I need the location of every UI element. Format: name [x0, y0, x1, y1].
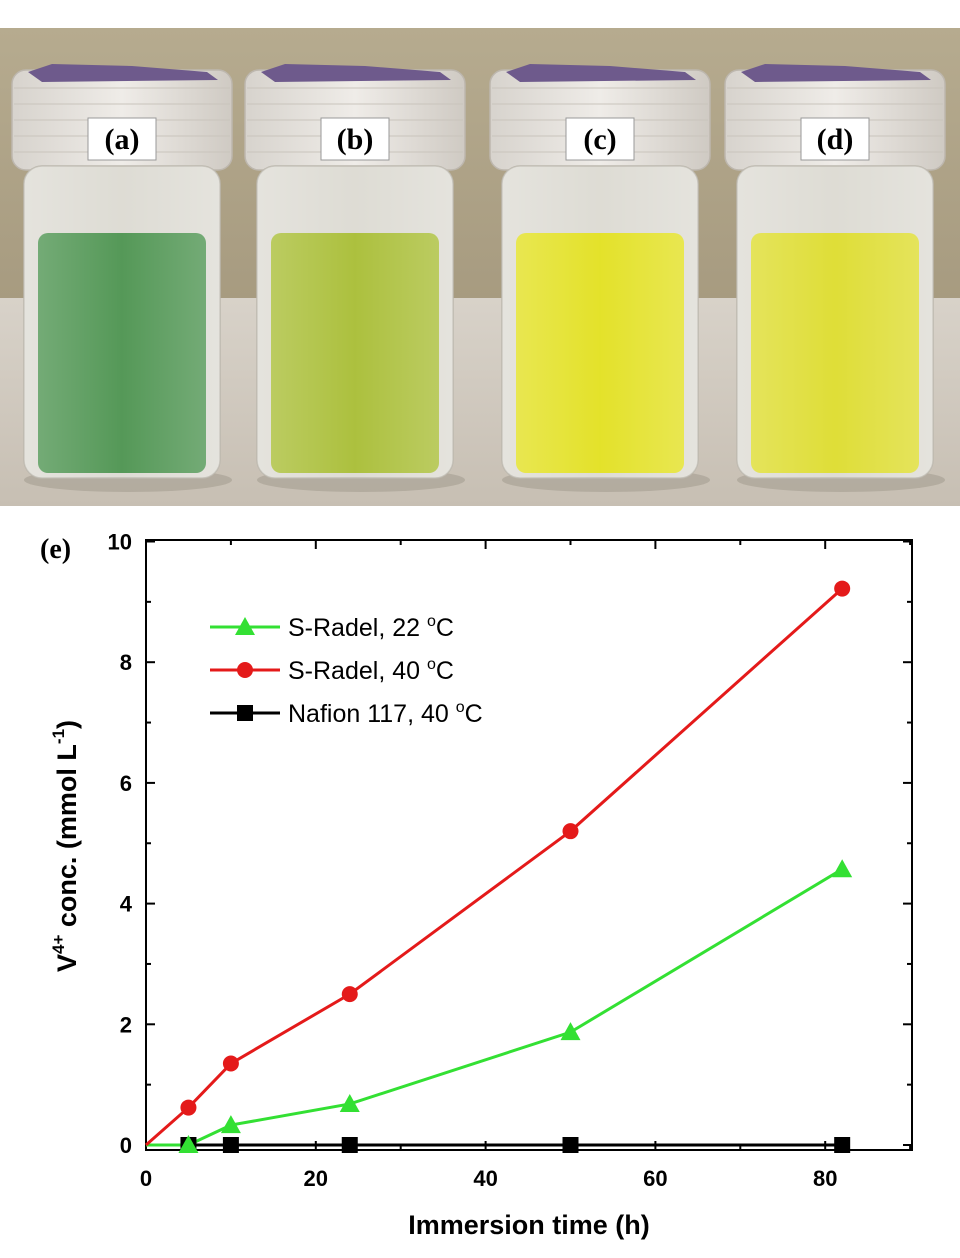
- data-point-circle: [222, 1055, 239, 1072]
- legend-label: S-Radel, 40 oC: [288, 656, 454, 685]
- y-tick-label: 6: [120, 771, 132, 796]
- axis-ticks: 0 20 40 60 80 0 2 4 6 8 10: [108, 530, 912, 1191]
- y-axis-title-sup: 4+: [49, 935, 68, 954]
- vial-label: (c): [583, 123, 616, 156]
- series-line: [145, 587, 844, 1147]
- y-tick-label: 0: [120, 1133, 132, 1158]
- plot-frame: [145, 539, 913, 1151]
- vials-photo: (a) (b) (c) (d): [0, 28, 960, 506]
- data-point-circle: [341, 986, 358, 1003]
- vial-seal: [28, 64, 218, 82]
- series-line: [146, 867, 843, 1147]
- y-axis-title-sup2: -1: [49, 729, 68, 744]
- data-point-triangle: [832, 859, 853, 878]
- x-tick-label: 40: [473, 1166, 497, 1191]
- legend-label: S-Radel, 22 oC: [288, 613, 454, 642]
- data-point-square: [341, 1137, 358, 1153]
- vial-label-box: [565, 117, 635, 161]
- vial-seal: [261, 64, 451, 82]
- legend-entry: S-Radel, 40 oC: [210, 656, 454, 685]
- vial-glare: [502, 166, 698, 478]
- vial-label-box: [320, 117, 390, 161]
- vial-glare: [257, 166, 453, 478]
- x-tick-label: 60: [643, 1166, 667, 1191]
- vial-label: (a): [105, 123, 140, 156]
- y-tick-label: 8: [120, 650, 132, 675]
- data-point-triangle: [220, 1115, 241, 1134]
- vial: (c): [489, 64, 711, 492]
- data-point-circle: [237, 662, 253, 678]
- data-point-square: [222, 1137, 239, 1153]
- data-point-square: [237, 705, 253, 721]
- legend-label: Nafion 117, 40 oC: [288, 699, 483, 728]
- vial-label: (b): [337, 123, 374, 156]
- y-tick-label: 10: [108, 530, 132, 555]
- data-point-triangle: [178, 1135, 199, 1153]
- y-tick-label: 4: [120, 892, 133, 917]
- vial: (a): [11, 64, 233, 492]
- data-point-triangle: [339, 1093, 360, 1112]
- vial-label-box: [800, 117, 870, 161]
- data-point-circle: [834, 580, 851, 597]
- y-axis-title-base: V: [52, 954, 82, 972]
- vial-glare: [737, 166, 933, 478]
- series-markers: [178, 580, 853, 1153]
- x-tick-label: 80: [813, 1166, 837, 1191]
- y-axis-title: V4+ conc. (mmol L-1): [49, 720, 82, 972]
- x-axis-title: Immersion time (h): [408, 1210, 650, 1240]
- data-point-square: [562, 1137, 579, 1153]
- vial-seal: [741, 64, 931, 82]
- vial-label: (d): [817, 123, 854, 156]
- vials-group: (a) (b) (c) (d): [11, 64, 946, 492]
- data-point-square: [834, 1137, 851, 1153]
- x-tick-label: 0: [140, 1166, 152, 1191]
- vial-seal: [506, 64, 696, 82]
- data-point-circle: [180, 1099, 197, 1116]
- vial-label-box: [87, 117, 157, 161]
- vial: (d): [724, 64, 946, 492]
- vial: (b): [244, 64, 466, 492]
- y-axis-title-rest: conc. (mmol L: [52, 744, 82, 935]
- y-axis-title-end: ): [52, 720, 82, 729]
- data-point-triangle: [560, 1022, 581, 1041]
- legend: S-Radel, 22 oC S-Radel, 40 oC Nafion 117, …: [210, 613, 483, 728]
- y-tick-label: 2: [120, 1012, 132, 1037]
- data-point-circle: [562, 823, 579, 840]
- legend-entry: Nafion 117, 40 oC: [210, 699, 483, 728]
- panel-label: (e): [40, 534, 71, 565]
- vial-glare: [24, 166, 220, 478]
- data-point-triangle: [235, 617, 255, 635]
- legend-entry: S-Radel, 22 oC: [210, 613, 454, 642]
- x-tick-label: 20: [304, 1166, 328, 1191]
